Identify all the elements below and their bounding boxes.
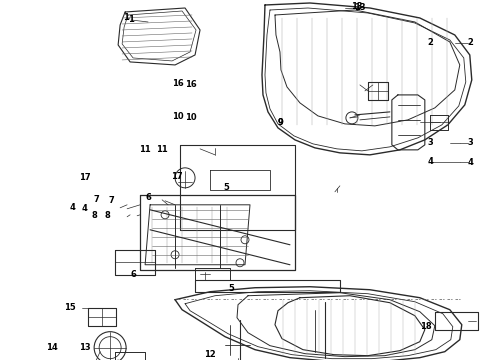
Text: 5: 5 [228, 284, 234, 293]
Text: 3: 3 [467, 138, 473, 147]
Text: 1: 1 [128, 15, 134, 24]
Text: 7: 7 [109, 196, 115, 205]
Text: 7: 7 [93, 195, 99, 204]
Text: 16: 16 [172, 79, 183, 88]
Text: 18: 18 [420, 323, 432, 332]
Text: 2: 2 [427, 38, 433, 47]
Text: 4: 4 [82, 204, 88, 213]
Text: 13: 13 [78, 343, 90, 352]
Text: 6: 6 [130, 270, 136, 279]
Text: 5: 5 [223, 183, 229, 192]
Text: 8: 8 [104, 211, 110, 220]
Text: 6: 6 [146, 193, 151, 202]
Text: 16: 16 [185, 80, 197, 89]
Text: 14: 14 [46, 343, 58, 352]
Text: 13: 13 [351, 2, 363, 11]
Text: 4: 4 [70, 203, 75, 212]
Text: 9: 9 [278, 118, 284, 127]
Text: 15: 15 [64, 303, 75, 312]
Text: 10: 10 [185, 113, 197, 122]
Text: 10: 10 [172, 112, 183, 121]
Text: 4: 4 [427, 157, 433, 166]
Text: 2: 2 [467, 38, 473, 47]
Text: 13: 13 [354, 3, 366, 12]
Text: 12: 12 [204, 350, 216, 359]
Text: 17: 17 [171, 172, 182, 181]
Text: 17: 17 [79, 173, 91, 182]
Text: 4: 4 [467, 158, 473, 167]
Text: 9: 9 [278, 118, 284, 127]
Text: 3: 3 [427, 138, 433, 147]
Text: 1: 1 [123, 13, 129, 22]
Text: 8: 8 [92, 211, 98, 220]
Text: 11: 11 [139, 145, 150, 154]
Text: 11: 11 [156, 145, 168, 154]
